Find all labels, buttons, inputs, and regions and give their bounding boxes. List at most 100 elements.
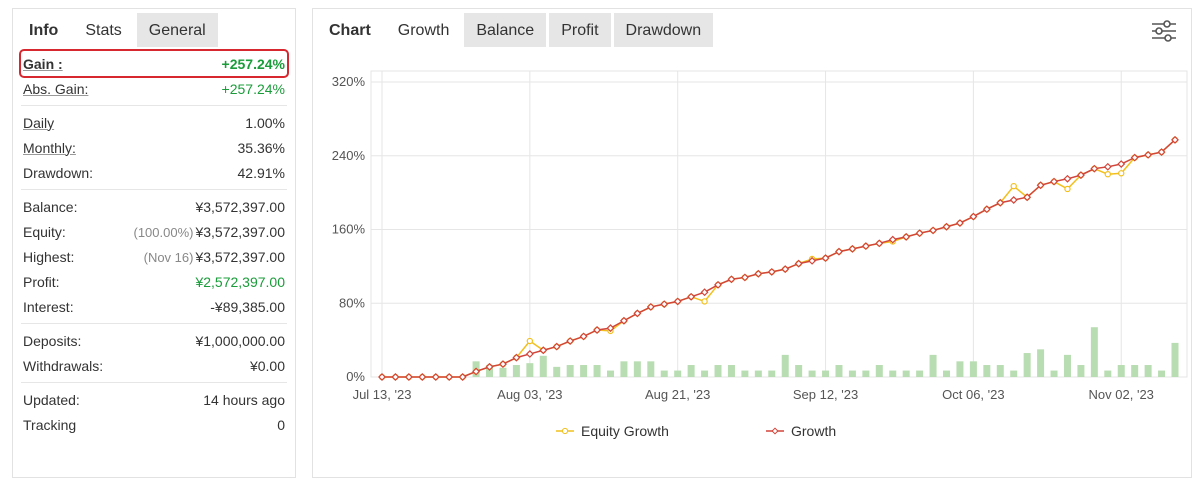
point <box>1130 153 1139 162</box>
bar <box>606 370 614 377</box>
point <box>740 273 749 282</box>
point <box>701 298 708 305</box>
bar <box>512 365 520 377</box>
point <box>1104 170 1111 178</box>
point <box>955 219 964 228</box>
tab[interactable]: Growth <box>385 13 462 47</box>
point <box>1171 135 1179 144</box>
tab[interactable]: General <box>136 13 218 47</box>
point <box>539 346 548 355</box>
point <box>1157 148 1166 157</box>
bar <box>916 370 924 377</box>
point <box>915 229 924 238</box>
row-value-wrap: 0 <box>277 417 285 433</box>
x-tick-label: Oct 06, '23 <box>942 387 1004 402</box>
point <box>902 232 911 241</box>
info-row: Updated: 14 hours ago <box>21 387 287 412</box>
bar <box>1104 370 1112 377</box>
y-tick-label: 0% <box>346 369 365 384</box>
point <box>821 254 830 263</box>
point <box>942 222 951 231</box>
point <box>566 337 575 346</box>
bar <box>593 365 601 377</box>
point <box>593 326 602 334</box>
tab[interactable]: Profit <box>549 13 611 47</box>
x-tick-label: Aug 03, '23 <box>497 387 562 402</box>
point <box>418 373 427 381</box>
point <box>794 259 803 268</box>
point <box>1076 171 1085 180</box>
x-tick-label: Nov 02, '23 <box>1089 387 1154 402</box>
bar <box>727 365 735 377</box>
bar <box>1131 365 1139 377</box>
point <box>1103 162 1112 171</box>
point <box>687 292 696 301</box>
point <box>458 373 467 381</box>
tab[interactable]: Drawdown <box>613 13 714 47</box>
info-row: Balance: ¥3,572,397.00 <box>21 194 287 219</box>
row-value-wrap: ¥2,572,397.00 <box>195 274 285 290</box>
point <box>1050 177 1058 186</box>
point <box>1064 185 1071 193</box>
legend-label: Growth <box>791 423 836 439</box>
series-line <box>382 139 1176 378</box>
row-value: ¥0.00 <box>249 357 285 374</box>
bar <box>781 354 789 377</box>
bar <box>1010 370 1018 377</box>
tab[interactable]: Balance <box>464 13 547 47</box>
bar <box>620 361 628 377</box>
row-label: Deposits: <box>23 332 82 349</box>
info-row: Drawdown: 42.91% <box>21 160 287 185</box>
chart-panel: Chart Growth Balance Profit Drawdown 0% 80% 1… <box>312 8 1192 478</box>
bar <box>539 355 547 377</box>
row-value-wrap: ¥0.00 <box>250 358 285 374</box>
row-value-wrap: (100.00%) ¥3,572,397.00 <box>133 224 285 240</box>
bar <box>956 361 964 377</box>
row-value-wrap: +257.24% <box>222 81 285 97</box>
info-row: Withdrawals: ¥0.00 <box>21 353 287 378</box>
bar <box>1077 365 1085 377</box>
bar <box>808 370 816 377</box>
y-tick-label: 160% <box>332 222 366 237</box>
settings-icon[interactable] <box>1151 19 1177 43</box>
bar <box>795 365 803 377</box>
row-value-wrap: +257.24% <box>222 56 285 72</box>
bar <box>566 365 574 377</box>
row-value-wrap: 14 hours ago <box>203 392 285 408</box>
info-row: Tracking 0 <box>21 412 287 437</box>
point <box>969 212 978 221</box>
point <box>431 373 440 381</box>
bar <box>526 363 534 377</box>
row-label: Balance: <box>23 198 78 215</box>
point <box>1023 193 1032 202</box>
point <box>525 349 534 358</box>
point <box>875 239 884 248</box>
info-row: Abs. Gain: +257.24% <box>21 76 287 101</box>
point <box>714 280 722 289</box>
info-group: Balance: ¥3,572,397.00 Equity: (100.00%) ¥3,… <box>21 189 287 323</box>
point <box>646 302 655 311</box>
chart-tabs: Chart Growth Balance Profit Drawdown <box>313 9 1191 47</box>
row-value-wrap: ¥3,572,397.00 <box>195 199 285 215</box>
row-label: Equity: <box>23 223 66 240</box>
point <box>1063 174 1072 183</box>
point <box>848 244 857 253</box>
row-label: Profit: <box>23 273 60 290</box>
row-value: 14 hours ago <box>203 391 285 408</box>
row-label: Drawdown: <box>23 164 94 181</box>
info-row: Monthly: 35.36% <box>21 135 287 160</box>
row-label: Interest: <box>23 298 74 315</box>
row-label: Updated: <box>23 391 80 408</box>
row-value: 1.00% <box>245 114 285 131</box>
bar <box>486 365 494 377</box>
x-tick-label: Jul 13, '23 <box>353 387 412 402</box>
x-tick-label: Sep 12, '23 <box>793 387 858 402</box>
point <box>754 269 763 278</box>
info-group: Updated: 14 hours ago Tracking 0 <box>21 382 287 441</box>
row-label: Monthly: <box>23 139 76 156</box>
tab[interactable]: Stats <box>73 13 134 47</box>
info-row: Deposits: ¥1,000,000.00 <box>21 328 287 353</box>
point <box>835 247 843 256</box>
legend-marker <box>561 427 569 435</box>
bar <box>701 370 709 377</box>
